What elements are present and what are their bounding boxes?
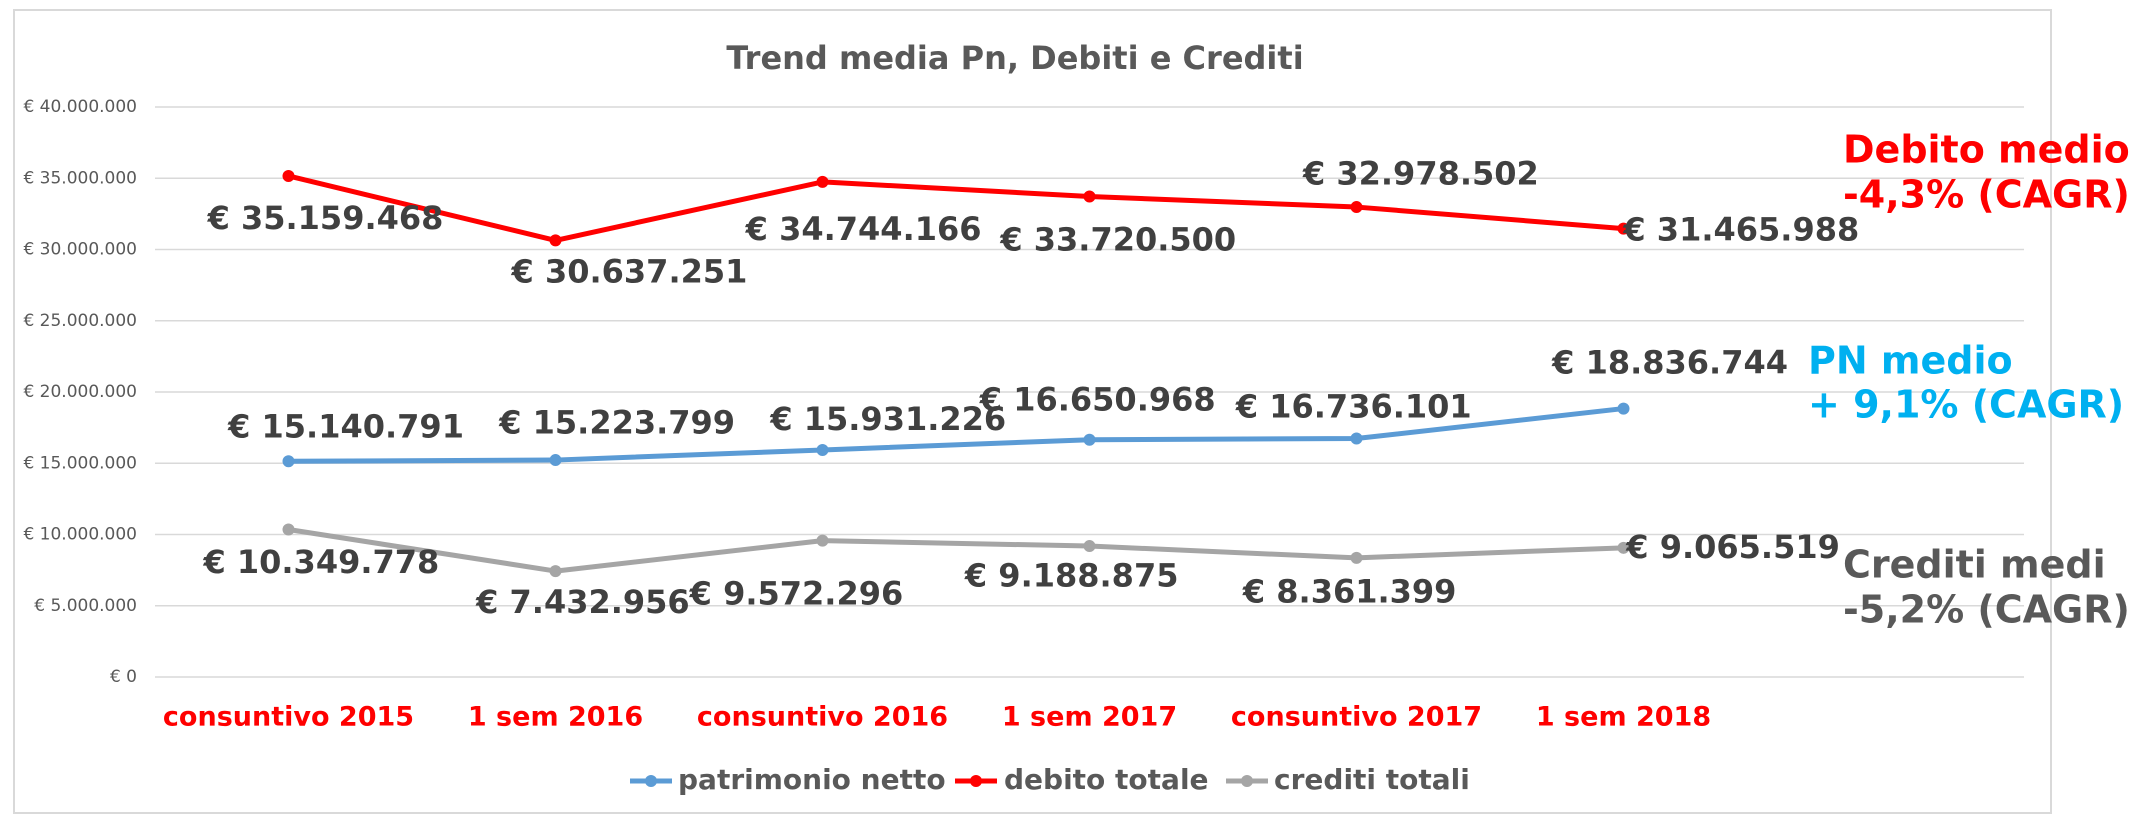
- chart-title: Trend media Pn, Debiti e Crediti: [726, 39, 1303, 77]
- line-series: [287, 173, 1624, 243]
- y-tick-label: € 40.000.000: [23, 97, 137, 117]
- legend-marker: [970, 775, 982, 787]
- legend-label: patrimonio netto: [678, 763, 946, 796]
- data-label: € 32.978.502: [1302, 155, 1539, 193]
- data-label: € 15.140.791: [227, 407, 464, 445]
- data-label: € 9.188.875: [964, 557, 1179, 595]
- legend-marker: [1241, 775, 1253, 787]
- point: [1083, 433, 1096, 446]
- data-label: € 10.349.778: [202, 543, 439, 581]
- point: [282, 169, 295, 182]
- data-label: € 7.432.956: [475, 583, 690, 621]
- annotation: + 9,1% (CAGR): [1808, 383, 2124, 427]
- x-tick-label: 1 sem 2018: [1536, 702, 1711, 733]
- point: [1617, 541, 1630, 554]
- data-label: € 9.572.296: [689, 574, 904, 612]
- legend-label: crediti totali: [1274, 763, 1470, 796]
- data-label: € 33.720.500: [999, 221, 1236, 259]
- x-tick-label: 1 sem 2016: [468, 702, 643, 733]
- point: [549, 565, 562, 578]
- point: [1083, 540, 1096, 553]
- x-tick-label: consuntivo 2017: [1231, 702, 1482, 733]
- point: [549, 234, 562, 247]
- y-tick-label: € 0: [110, 667, 137, 687]
- point: [816, 175, 829, 188]
- annotation: Crediti medi: [1843, 543, 2106, 587]
- data-label: € 30.637.251: [511, 252, 748, 290]
- point: [816, 534, 829, 547]
- data-label: € 18.836.744: [1551, 344, 1788, 382]
- data-label: € 31.465.988: [1622, 210, 1859, 248]
- y-tick-label: € 35.000.000: [23, 168, 137, 188]
- data-label: € 9.065.519: [1625, 528, 1840, 566]
- point: [1350, 432, 1363, 445]
- annotation: -5,2% (CAGR): [1843, 588, 2130, 632]
- legend-label: debito totale: [1004, 763, 1209, 796]
- data-label: € 35.159.468: [207, 199, 444, 237]
- y-tick-label: € 25.000.000: [23, 311, 137, 331]
- y-tick-label: € 15.000.000: [23, 453, 137, 473]
- point: [1617, 222, 1630, 235]
- x-tick-label: consuntivo 2016: [697, 702, 948, 733]
- point: [1350, 201, 1363, 214]
- point: [549, 454, 562, 467]
- x-tick-label: 1 sem 2017: [1002, 702, 1177, 733]
- chart-border: [13, 9, 2052, 814]
- line-series: [288, 527, 1624, 574]
- data-label: € 15.223.799: [498, 403, 735, 441]
- legend-marker: [645, 775, 657, 787]
- point: [1617, 402, 1630, 415]
- y-tick-label: € 10.000.000: [23, 525, 137, 545]
- x-tick-label: consuntivo 2015: [163, 702, 414, 733]
- data-label: € 34.744.166: [745, 210, 982, 248]
- annotation: -4,3% (CAGR): [1843, 173, 2130, 217]
- point: [282, 523, 295, 536]
- data-label: € 16.650.968: [979, 380, 1216, 418]
- y-tick-label: € 20.000.000: [23, 382, 137, 402]
- data-label: € 8.361.399: [1242, 572, 1457, 610]
- annotation: Debito medio: [1843, 128, 2130, 172]
- point: [1083, 190, 1096, 203]
- point: [282, 455, 295, 468]
- data-label: € 16.736.101: [1235, 387, 1472, 425]
- line-series: [288, 406, 1624, 464]
- y-tick-label: € 30.000.000: [23, 240, 137, 260]
- data-label: € 15.931.226: [769, 400, 1006, 438]
- point: [816, 443, 829, 456]
- y-tick-label: € 5.000.000: [34, 596, 137, 616]
- annotation: PN medio: [1808, 339, 2013, 383]
- point: [1350, 551, 1363, 564]
